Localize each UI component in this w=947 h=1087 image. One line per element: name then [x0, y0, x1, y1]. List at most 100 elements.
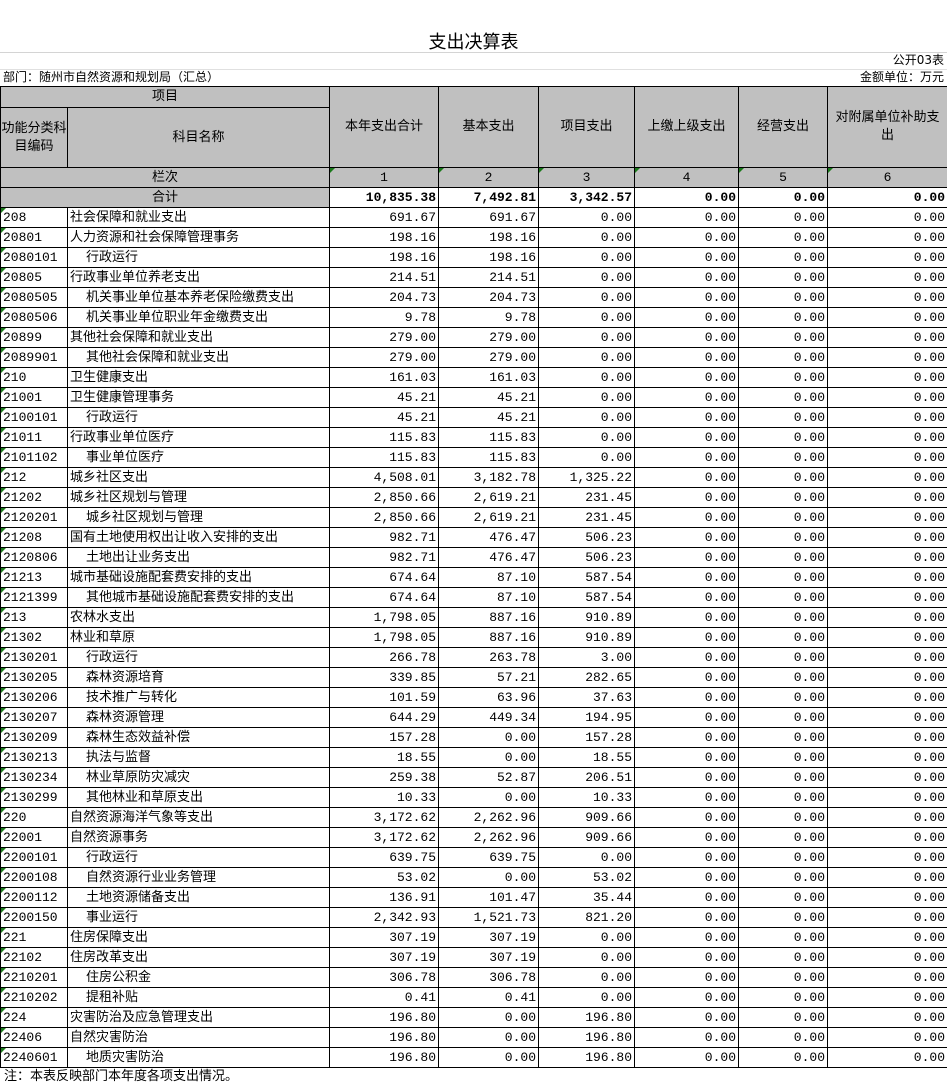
row-value: 0.00 — [738, 447, 829, 468]
row-value: 0.00 — [634, 287, 740, 308]
row-value: 0.00 — [827, 587, 947, 608]
lanci-1: 1 — [329, 167, 440, 188]
row-value: 0.00 — [827, 647, 947, 668]
unit-label: 金额单位：万元 — [859, 70, 944, 84]
row-value: 0.00 — [738, 467, 829, 488]
row-name: 机关事业单位职业年金缴费支出 — [66, 307, 331, 328]
row-value: 0.00 — [738, 727, 829, 748]
row-name: 土地资源储备支出 — [66, 887, 331, 908]
row-code: 2130209 — [0, 727, 68, 748]
row-name: 机关事业单位基本养老保险缴费支出 — [66, 287, 331, 308]
row-value: 0.00 — [634, 627, 740, 648]
row-name: 住房公积金 — [66, 967, 331, 988]
row-code: 2240601 — [0, 1047, 68, 1068]
table-row: 21011 行政事业单位医疗 115.83 115.83 0.00 0.00 0.00 0.0… — [0, 427, 947, 448]
row-value: 0.00 — [738, 327, 829, 348]
row-name: 人力资源和社会保障管理事务 — [66, 227, 331, 248]
lanci-4: 4 — [634, 167, 740, 188]
row-value: 0.00 — [634, 867, 740, 888]
row-value: 0.00 — [827, 387, 947, 408]
row-value: 45.21 — [438, 387, 540, 408]
row-value: 115.83 — [438, 427, 540, 448]
table-row: 2130213 执法与监督 18.55 0.00 18.55 0.00 0.00 0.00 — [0, 747, 947, 768]
row-value: 0.00 — [738, 607, 829, 628]
row-value: 506.23 — [538, 547, 636, 568]
row-value: 2,850.66 — [329, 487, 440, 508]
row-code: 2130299 — [0, 787, 68, 808]
row-value: 0.00 — [738, 527, 829, 548]
row-value: 0.00 — [738, 547, 829, 568]
row-value: 115.83 — [438, 447, 540, 468]
row-value: 196.80 — [538, 1027, 636, 1048]
row-name: 行政运行 — [66, 247, 331, 268]
row-value: 0.00 — [538, 927, 636, 948]
row-value: 0.00 — [538, 987, 636, 1008]
row-value: 0.00 — [738, 647, 829, 668]
row-value: 0.00 — [827, 747, 947, 768]
row-value: 0.00 — [738, 307, 829, 328]
row-value: 307.19 — [438, 927, 540, 948]
row-value: 0.00 — [827, 687, 947, 708]
row-value: 214.51 — [329, 267, 440, 288]
row-name: 城乡社区支出 — [66, 467, 331, 488]
row-code: 2080506 — [0, 307, 68, 328]
lanci-label: 栏次 — [0, 167, 331, 188]
table-row: 2210201 住房公积金 306.78 306.78 0.00 0.00 0.00 0.00 — [0, 967, 947, 988]
row-code: 22001 — [0, 827, 68, 848]
row-value: 266.78 — [329, 647, 440, 668]
row-value: 0.41 — [329, 987, 440, 1008]
row-value: 0.00 — [634, 987, 740, 1008]
row-name: 住房保障支出 — [66, 927, 331, 948]
row-value: 63.96 — [438, 687, 540, 708]
table-row: 20899 其他社会保障和就业支出 279.00 279.00 0.00 0.00 0.00… — [0, 327, 947, 348]
row-code: 2130234 — [0, 767, 68, 788]
row-name: 森林生态效益补偿 — [66, 727, 331, 748]
row-name: 其他社会保障和就业支出 — [66, 327, 331, 348]
row-value: 0.00 — [827, 407, 947, 428]
table-row: 2120201 城乡社区规划与管理 2,850.66 2,619.21 231.45 0.… — [0, 507, 947, 528]
row-value: 0.00 — [827, 1007, 947, 1028]
row-value: 9.78 — [329, 307, 440, 328]
table-row: 2130207 森林资源管理 644.29 449.34 194.95 0.00 0.00 0… — [0, 707, 947, 728]
row-value: 136.91 — [329, 887, 440, 908]
table-row: 2240601 地质灾害防治 196.80 0.00 196.80 0.00 0.00 0.0… — [0, 1047, 947, 1068]
row-value: 0.41 — [438, 987, 540, 1008]
row-name: 住房改革支出 — [66, 947, 331, 968]
total-value: 3,342.57 — [538, 187, 636, 208]
table-row: 2200150 事业运行 2,342.93 1,521.73 821.20 0.00 0.0… — [0, 907, 947, 928]
row-value: 1,798.05 — [329, 607, 440, 628]
row-value: 198.16 — [438, 247, 540, 268]
row-value: 506.23 — [538, 527, 636, 548]
row-value: 0.00 — [738, 587, 829, 608]
row-value: 87.10 — [438, 567, 540, 588]
row-value: 2,342.93 — [329, 907, 440, 928]
row-code: 2080101 — [0, 247, 68, 268]
row-value: 0.00 — [738, 1007, 829, 1028]
row-code: 2130207 — [0, 707, 68, 728]
expenditure-table: 项目 本年支出合计 基本支出 项目支出 上缴上级支出 经营支出 对附属单位补助支… — [0, 86, 947, 1068]
row-value: 0.00 — [738, 847, 829, 868]
row-value: 821.20 — [538, 907, 636, 928]
row-value: 0.00 — [738, 887, 829, 908]
row-value: 0.00 — [634, 827, 740, 848]
row-value: 0.00 — [738, 387, 829, 408]
row-name: 林业草原防灾减灾 — [66, 767, 331, 788]
row-value: 18.55 — [329, 747, 440, 768]
row-value: 1,325.22 — [538, 467, 636, 488]
header-item: 项目 — [0, 86, 331, 108]
header-code: 功能分类科目编码 — [0, 107, 68, 168]
row-value: 0.00 — [738, 287, 829, 308]
header-col-5: 经营支出 — [738, 86, 829, 168]
lanci-3: 3 — [538, 167, 636, 188]
row-value: 0.00 — [538, 267, 636, 288]
row-value: 909.66 — [538, 807, 636, 828]
row-code: 224 — [0, 1007, 68, 1028]
header-col-2: 基本支出 — [438, 86, 540, 168]
row-value: 279.00 — [438, 347, 540, 368]
row-value: 101.59 — [329, 687, 440, 708]
row-value: 0.00 — [634, 887, 740, 908]
row-value: 0.00 — [738, 567, 829, 588]
row-value: 0.00 — [538, 947, 636, 968]
row-code: 2130201 — [0, 647, 68, 668]
row-value: 0.00 — [738, 747, 829, 768]
